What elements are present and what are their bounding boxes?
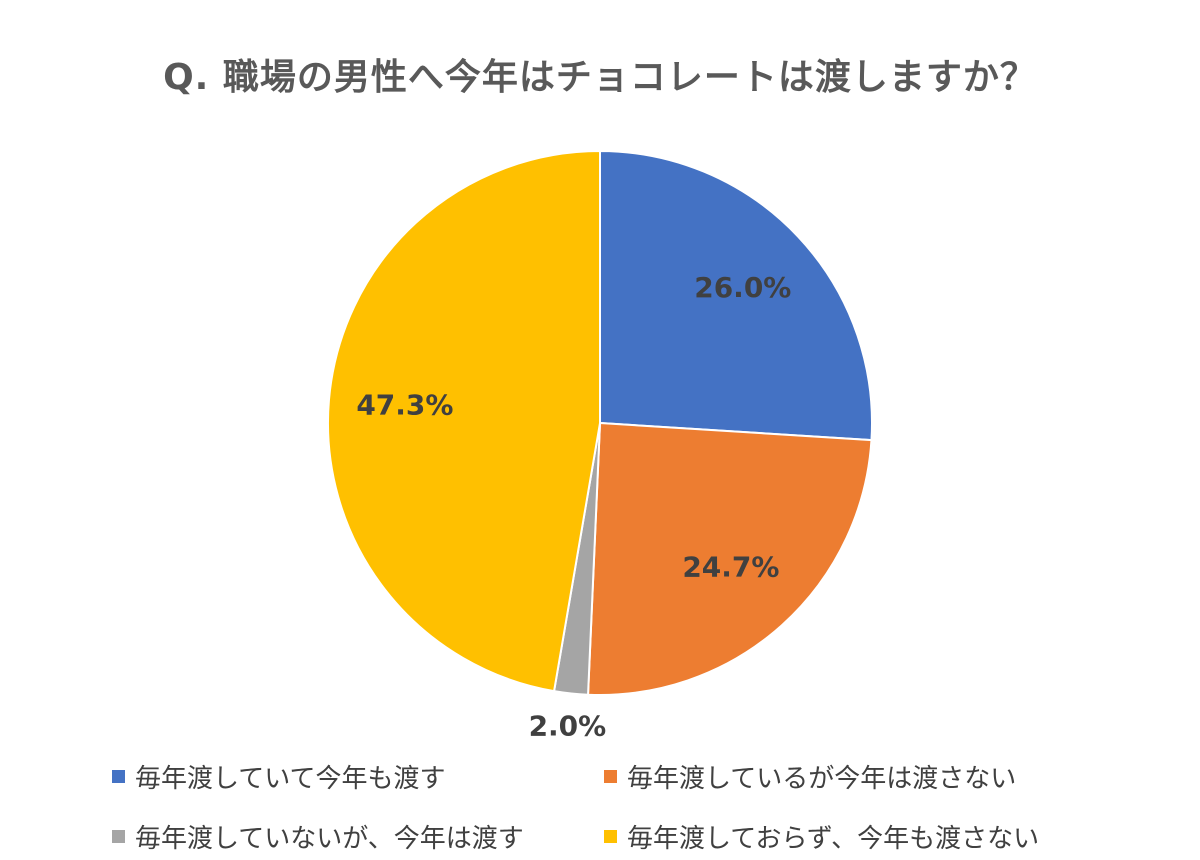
data-label-not-annual-not-this-year: 47.3% [356, 388, 453, 421]
legend-label: 毎年渡していないが、今年は渡す [135, 824, 524, 854]
legend-item-annual-give-this-year: 毎年渡していて今年も渡す [112, 758, 445, 795]
pie-slice-annual-not-this-year [586, 421, 873, 696]
legend-item-not-annual-not-this-year: 毎年渡しておらず、今年も渡さない [604, 818, 1039, 855]
legend-label: 毎年渡しているが今年は渡さない [627, 764, 1017, 794]
legend-item-annual-not-this-year: 毎年渡しているが今年は渡さない [604, 758, 1016, 795]
legend-label: 毎年渡しておらず、今年も渡さない [627, 824, 1040, 854]
pie-data-labels: 26.0% 24.7% 2.0% 47.3% [356, 271, 791, 742]
legend-swatch [604, 770, 617, 783]
legend-swatch [112, 770, 125, 783]
data-label-annual-not-this-year: 24.7% [682, 551, 779, 584]
legend-swatch [604, 830, 617, 843]
pie-slice-annual-give-this-year [599, 149, 873, 442]
data-label-annual-give-this-year: 26.0% [694, 271, 791, 304]
chart-title: Q. 職場の男性へ今年はチョコレートは渡しますか？ [163, 57, 1037, 98]
pie-slice-not-annual-not-this-year [326, 149, 601, 693]
data-label-not-annual-give-this-year: 2.0% [529, 709, 607, 742]
legend-item-not-annual-give-this-year: 毎年渡していないが、今年は渡す [112, 818, 524, 855]
legend-label: 毎年渡していて今年も渡す [135, 764, 446, 794]
pie-slices [326, 149, 873, 696]
legend-swatch [112, 830, 125, 843]
